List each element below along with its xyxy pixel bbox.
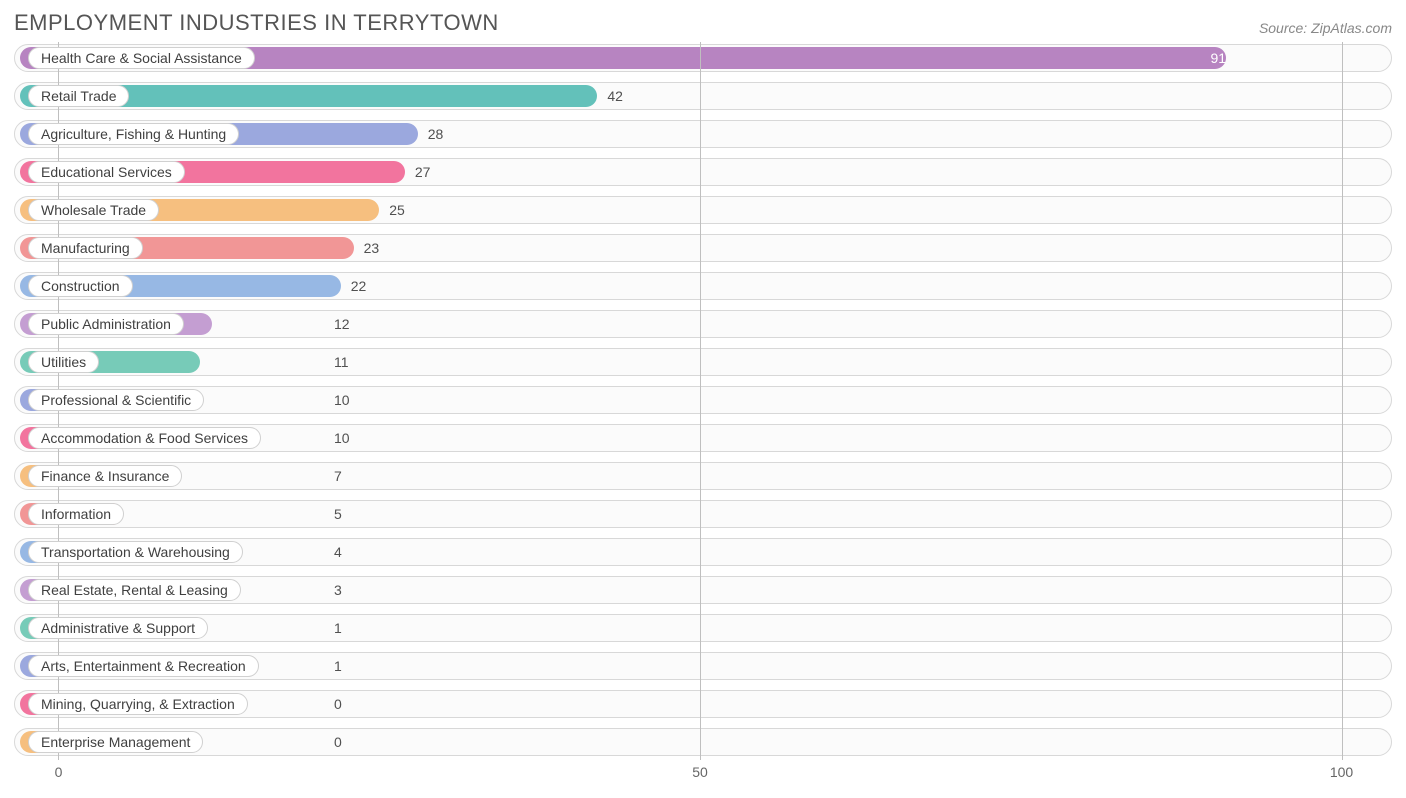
bar-value: 28	[428, 126, 444, 142]
chart-source: Source: ZipAtlas.com	[1259, 20, 1392, 36]
bar-row: Educational Services 27	[14, 156, 1392, 188]
bar-value: 10	[334, 392, 350, 408]
bar-label: Agriculture, Fishing & Hunting	[28, 123, 239, 145]
bar-label: Educational Services	[28, 161, 185, 183]
bar-track	[14, 310, 1392, 338]
bar-value: 12	[334, 316, 350, 332]
bar-value: 4	[334, 544, 342, 560]
gridline	[700, 42, 701, 760]
bar-row: Construction 22	[14, 270, 1392, 302]
bar-value: 0	[334, 734, 342, 750]
bar-track	[14, 500, 1392, 528]
bar-track	[14, 386, 1392, 414]
bar-row: Health Care & Social Assistance 91	[14, 42, 1392, 74]
bar-row: Mining, Quarrying, & Extraction 0	[14, 688, 1392, 720]
bar-row: Public Administration 12	[14, 308, 1392, 340]
bar-label: Real Estate, Rental & Leasing	[28, 579, 241, 601]
bar-row: Real Estate, Rental & Leasing 3	[14, 574, 1392, 606]
bar-label: Professional & Scientific	[28, 389, 204, 411]
bar-value: 10	[334, 430, 350, 446]
bar-row: Arts, Entertainment & Recreation 1	[14, 650, 1392, 682]
bar-label: Enterprise Management	[28, 731, 203, 753]
bar-row: Utilities 11	[14, 346, 1392, 378]
bar-track	[14, 462, 1392, 490]
bar-value: 5	[334, 506, 342, 522]
bar-row: Finance & Insurance 7	[14, 460, 1392, 492]
bar-label: Retail Trade	[28, 85, 129, 107]
bar-chart: Health Care & Social Assistance 91 Retail …	[14, 42, 1392, 788]
bar-track	[14, 728, 1392, 756]
bar-label: Public Administration	[28, 313, 184, 335]
bar-value: 42	[607, 88, 623, 104]
chart-title: EMPLOYMENT INDUSTRIES IN TERRYTOWN	[14, 10, 499, 36]
bar-track	[14, 348, 1392, 376]
bar-label: Accommodation & Food Services	[28, 427, 261, 449]
bar-label: Construction	[28, 275, 133, 297]
x-tick: 100	[1330, 764, 1353, 780]
bar-track	[14, 614, 1392, 642]
bar-row: Professional & Scientific 10	[14, 384, 1392, 416]
bar-value: 27	[415, 164, 431, 180]
gridline	[1342, 42, 1343, 760]
bar-value: 1	[334, 658, 342, 674]
bar-value: 1	[334, 620, 342, 636]
bar-value: 11	[334, 354, 349, 370]
bar-row: Manufacturing 23	[14, 232, 1392, 264]
bar-row: Accommodation & Food Services 10	[14, 422, 1392, 454]
bar-label: Arts, Entertainment & Recreation	[28, 655, 259, 677]
bar-value: 3	[334, 582, 342, 598]
bar-label: Utilities	[28, 351, 99, 373]
x-tick: 50	[692, 764, 708, 780]
chart-header: EMPLOYMENT INDUSTRIES IN TERRYTOWN Sourc…	[14, 10, 1392, 36]
bar-label: Mining, Quarrying, & Extraction	[28, 693, 248, 715]
bar-row: Enterprise Management 0	[14, 726, 1392, 758]
source-name: ZipAtlas.com	[1311, 20, 1392, 36]
bar-value: 7	[334, 468, 342, 484]
bar-label: Information	[28, 503, 124, 525]
bar-value: 25	[389, 202, 405, 218]
bar-row: Agriculture, Fishing & Hunting 28	[14, 118, 1392, 150]
bar-label: Wholesale Trade	[28, 199, 159, 221]
bar-label: Transportation & Warehousing	[28, 541, 243, 563]
bar-row: Administrative & Support 1	[14, 612, 1392, 644]
bar-row: Wholesale Trade 25	[14, 194, 1392, 226]
source-label: Source:	[1259, 20, 1307, 36]
bar-value: 91	[1210, 50, 1226, 66]
bar-label: Finance & Insurance	[28, 465, 182, 487]
x-axis: 0 50 100	[14, 764, 1392, 788]
bar-label: Manufacturing	[28, 237, 143, 259]
bar-value: 0	[334, 696, 342, 712]
bar-value: 23	[364, 240, 380, 256]
bar-value: 22	[351, 278, 367, 294]
bar-row: Information 5	[14, 498, 1392, 530]
bar-label: Administrative & Support	[28, 617, 208, 639]
bar-label: Health Care & Social Assistance	[28, 47, 255, 69]
bar-row: Transportation & Warehousing 4	[14, 536, 1392, 568]
bar-row: Retail Trade 42	[14, 80, 1392, 112]
x-tick: 0	[55, 764, 63, 780]
